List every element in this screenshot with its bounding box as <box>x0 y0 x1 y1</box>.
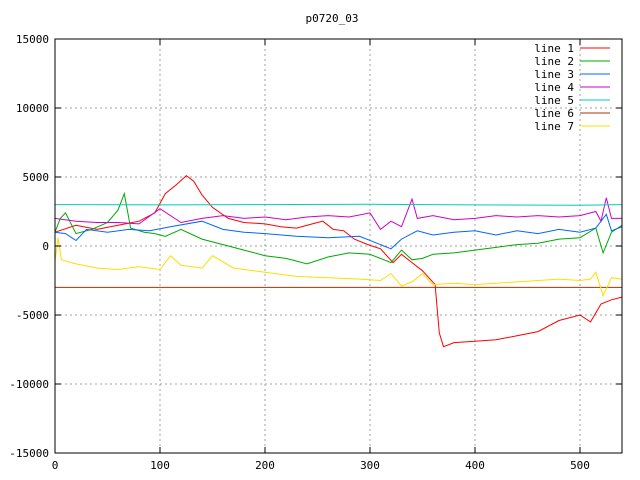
grid <box>55 39 622 453</box>
legend-label: line 5 <box>534 94 574 107</box>
legend-label: line 7 <box>534 120 574 133</box>
chart-title: p0720_03 <box>306 12 359 25</box>
y-tick-label: 15000 <box>16 33 49 46</box>
ticks: 0 100 200 300 400 500 -15000 -10000 -5000 0 5000 10… <box>9 33 622 472</box>
y-tick-label: -10000 <box>9 378 49 391</box>
x-tick-label: 300 <box>360 459 380 472</box>
series-line-1 <box>54 174 623 348</box>
legend-label: line 4 <box>534 81 574 94</box>
y-tick-label: 0 <box>42 240 49 253</box>
x-tick-label: 500 <box>570 459 590 472</box>
series-line-7 <box>54 237 623 298</box>
legend-label: line 2 <box>534 55 574 68</box>
series-line-3 <box>54 213 623 250</box>
legend-label: line 1 <box>534 42 574 55</box>
x-tick-label: 400 <box>465 459 485 472</box>
y-tick-label: 5000 <box>23 171 50 184</box>
y-tick-label: -5000 <box>16 309 49 322</box>
series-line-5 <box>54 203 623 206</box>
y-tick-label: 10000 <box>16 102 49 115</box>
legend-label: line 6 <box>534 107 574 120</box>
legend-label: line 3 <box>534 68 574 81</box>
y-tick-label: -15000 <box>9 447 49 460</box>
series-line-4 <box>54 197 622 231</box>
series-line-2 <box>54 191 623 265</box>
x-tick-label: 0 <box>52 459 59 472</box>
x-tick-label: 100 <box>150 459 170 472</box>
series-layer <box>54 174 623 348</box>
x-tick-label: 200 <box>255 459 275 472</box>
